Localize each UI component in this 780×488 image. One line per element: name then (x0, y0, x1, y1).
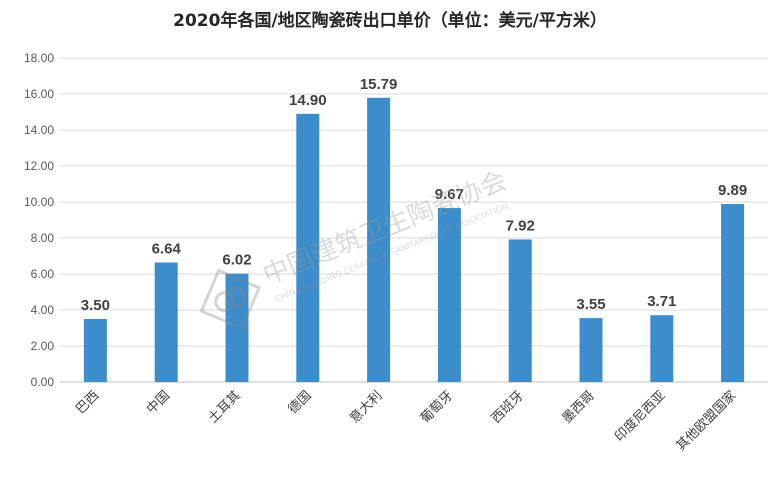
data-label: 14.90 (289, 92, 327, 109)
x-tick-label: 其他欧盟国家 (673, 388, 739, 454)
x-tick-label: 中国 (144, 388, 173, 417)
data-label: 7.92 (506, 217, 535, 234)
y-tick-label: 12.00 (24, 159, 54, 173)
bar (579, 318, 603, 382)
y-tick-label: 18.00 (24, 51, 54, 65)
y-axis-ticks: 0.00 2.00 4.00 6.00 8.00 10.00 12.00 14.00 16.00… (24, 51, 54, 389)
x-tick-label: 西班牙 (489, 388, 527, 426)
bar (367, 97, 391, 382)
bar (296, 113, 320, 383)
data-label: 3.50 (81, 297, 110, 314)
data-label: 9.67 (435, 186, 464, 203)
x-tick-label: 葡萄牙 (418, 388, 456, 426)
bar (154, 262, 178, 382)
x-tick-label: 巴西 (73, 388, 102, 417)
bar (508, 239, 532, 382)
y-tick-label: 14.00 (24, 123, 54, 137)
gridlines (60, 57, 768, 383)
x-axis-ticks: 巴西 中国 土耳其 德国 意大利 葡萄牙 西班牙 墨西哥 印度尼西亚 其他欧盟国家 (73, 388, 739, 454)
data-label: 6.64 (152, 240, 182, 257)
bar (650, 315, 674, 382)
data-labels: 3.50 6.64 6.02 14.90 15.79 9.67 7.92 3.55 3.71 9.… (81, 76, 747, 314)
bar (721, 203, 745, 382)
chart-title: 2020年各国/地区陶瓷砖出口单价（单位：美元/平方米） (173, 11, 607, 31)
x-tick-label: 墨西哥 (560, 388, 598, 426)
x-tick-label: 意大利 (347, 388, 386, 427)
bar (225, 273, 249, 382)
y-tick-label: 10.00 (24, 195, 54, 209)
bar (83, 319, 107, 382)
data-label: 15.79 (360, 76, 398, 93)
y-tick-label: 8.00 (31, 231, 55, 245)
data-label: 6.02 (222, 252, 251, 269)
bar (437, 207, 461, 382)
y-tick-label: 2.00 (31, 339, 55, 353)
data-label: 9.89 (718, 182, 747, 199)
bars (83, 97, 745, 383)
x-tick-label: 印度尼西亚 (611, 388, 668, 445)
y-tick-label: 4.00 (31, 303, 55, 317)
y-tick-label: 6.00 (31, 267, 55, 281)
x-tick-label: 土耳其 (206, 388, 244, 426)
y-tick-label: 16.00 (24, 87, 54, 101)
data-label: 3.55 (576, 296, 605, 313)
data-label: 3.71 (647, 293, 676, 310)
y-tick-label: 0.00 (31, 375, 55, 389)
x-tick-label: 德国 (286, 388, 315, 417)
